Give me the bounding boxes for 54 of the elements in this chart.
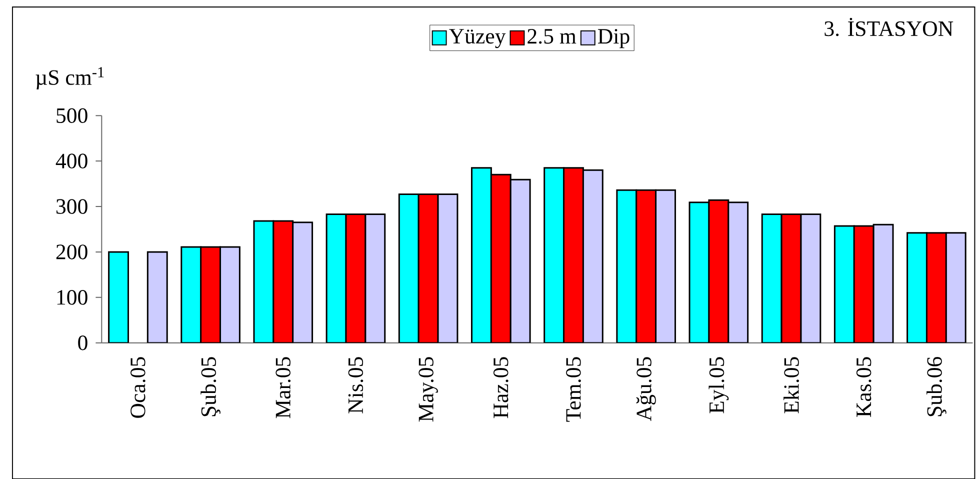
bar: [853, 225, 874, 343]
legend-label: 2.5 m: [528, 28, 576, 44]
bar: [708, 199, 730, 343]
bar: [418, 193, 439, 343]
bar: [728, 201, 749, 343]
chart-title: 3. İSTASYON: [824, 18, 954, 36]
bar: [180, 246, 202, 343]
bar: [834, 225, 855, 343]
x-tick-label: May.05: [418, 356, 438, 422]
bar: [655, 189, 676, 343]
y-tick-label: 0: [78, 335, 88, 350]
bar: [800, 213, 822, 343]
bar: [906, 232, 928, 343]
x-tick-label: Eyl.05: [708, 356, 729, 414]
y-tick-label: 200: [56, 244, 88, 260]
legend-label: Dip: [598, 28, 630, 48]
x-tick-label: Haz.05: [493, 356, 508, 418]
bar: [364, 213, 386, 343]
x-tick-label: Mar.05: [276, 356, 291, 418]
bar: [544, 166, 565, 343]
bar: [872, 224, 894, 343]
bar: [510, 178, 531, 343]
bar: [616, 189, 638, 343]
y-tick-label: 300: [56, 198, 88, 214]
bar: [398, 193, 420, 343]
legend-label: Yüzey: [449, 28, 506, 48]
bar: [563, 166, 584, 343]
bar: [490, 174, 512, 343]
x-tick-label: Kas.05: [856, 356, 872, 417]
x-tick-label: Eki.05: [784, 356, 799, 414]
bar: [200, 246, 222, 343]
bar: [220, 246, 240, 343]
x-tick-label: Ağu.05: [636, 356, 656, 421]
y-tick-label: 100: [57, 290, 88, 305]
y-tick-label: 500: [56, 108, 88, 123]
x-tick-label: Şub.06: [926, 356, 946, 416]
bar: [945, 232, 966, 343]
y-axis-title: µS cm$^{-1}$: [36, 66, 104, 90]
y-tick-label: 400: [56, 153, 88, 168]
bar: [582, 169, 604, 343]
bar: [253, 220, 274, 343]
bar: [146, 251, 168, 343]
x-tick-label: Nis.05: [348, 356, 364, 414]
bar: [761, 213, 782, 343]
bar: [926, 232, 947, 343]
bar: [326, 213, 347, 343]
bar: [272, 220, 294, 343]
x-tick-label: Tem.05: [566, 356, 581, 422]
x-tick-label: Şub.05: [200, 356, 220, 416]
bar: [471, 166, 492, 343]
x-tick-label: Oca.05: [130, 356, 146, 418]
bar: [108, 251, 129, 343]
bar: [636, 189, 657, 343]
bar: [292, 221, 314, 343]
